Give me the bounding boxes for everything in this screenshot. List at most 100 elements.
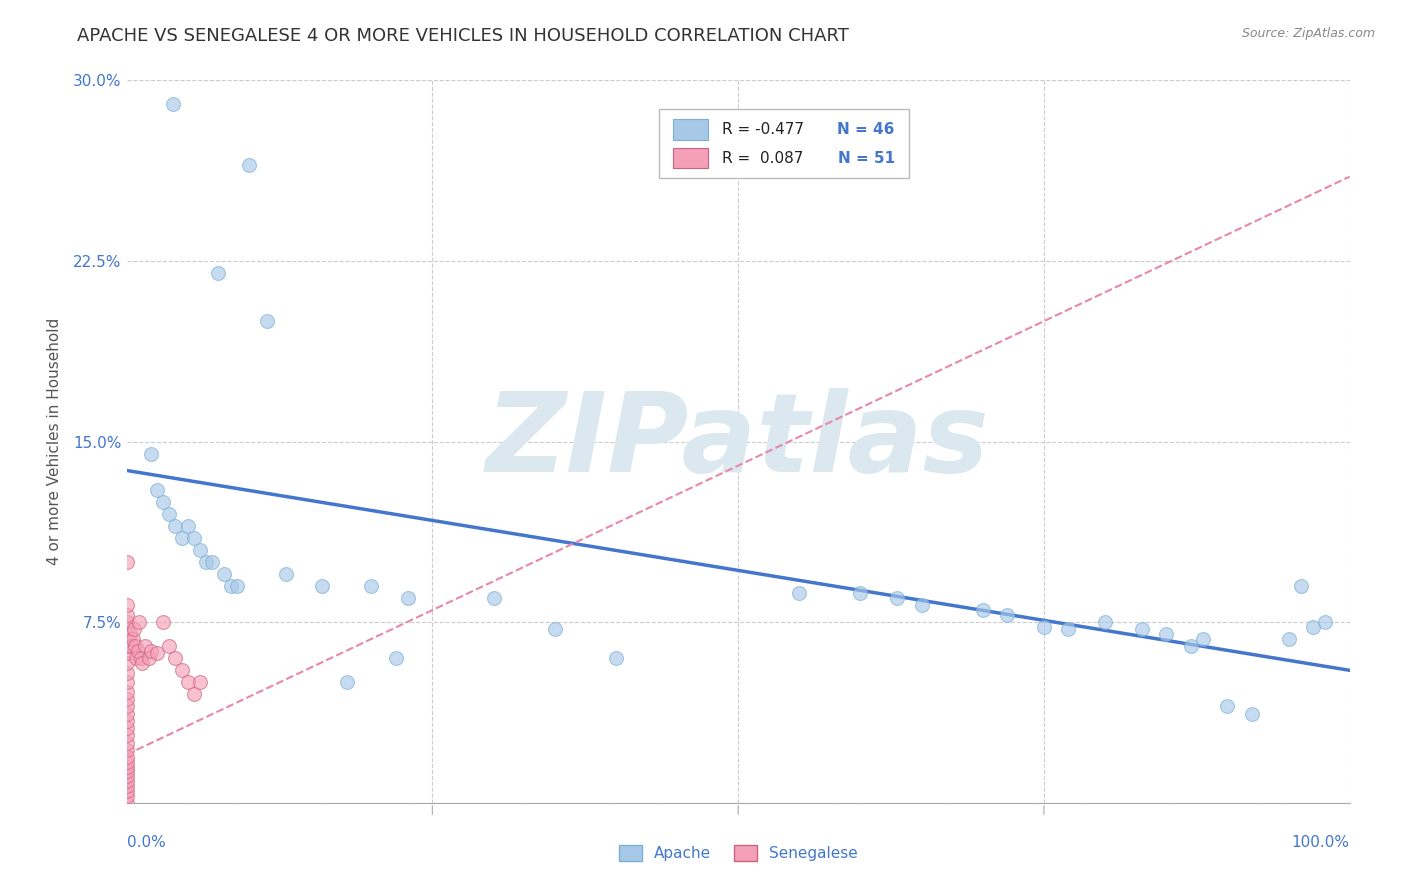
Point: [120, 639, 142, 653]
Point: [482, 591, 505, 605]
Point: [115, 656, 138, 670]
Point: [183, 687, 205, 701]
Point: [1130, 623, 1153, 637]
Point: [115, 639, 138, 653]
Point: [121, 632, 143, 646]
Text: 0.0%: 0.0%: [127, 835, 166, 850]
Point: [115, 721, 138, 735]
Point: [146, 483, 169, 497]
Point: [115, 706, 138, 721]
Point: [1156, 627, 1178, 641]
Point: [115, 728, 138, 742]
Point: [115, 784, 138, 798]
Point: [120, 627, 142, 641]
Point: [131, 656, 153, 670]
Point: [396, 591, 419, 605]
Point: [972, 603, 994, 617]
Point: [125, 651, 148, 665]
FancyBboxPatch shape: [658, 109, 910, 178]
Point: [311, 579, 333, 593]
Point: [911, 599, 934, 613]
Point: [152, 494, 174, 508]
Point: [177, 518, 200, 533]
Point: [115, 607, 138, 622]
Point: [115, 755, 138, 769]
Point: [115, 764, 138, 779]
Point: [139, 446, 162, 460]
Point: [384, 651, 406, 665]
Legend: Apache, Senegalese: Apache, Senegalese: [613, 839, 863, 867]
Point: [1180, 639, 1202, 653]
Point: [543, 623, 565, 637]
Point: [115, 685, 138, 699]
Point: [115, 555, 138, 569]
FancyBboxPatch shape: [673, 148, 707, 169]
Point: [238, 157, 260, 171]
Point: [886, 591, 908, 605]
Point: [146, 647, 169, 661]
Point: [195, 555, 218, 569]
Point: [128, 615, 150, 630]
Point: [115, 769, 138, 783]
Text: Source: ZipAtlas.com: Source: ZipAtlas.com: [1241, 27, 1375, 40]
Point: [157, 507, 180, 521]
Point: [201, 555, 224, 569]
Point: [115, 714, 138, 728]
Point: [1315, 615, 1337, 630]
Point: [138, 651, 160, 665]
Point: [1289, 579, 1312, 593]
Point: [157, 639, 180, 653]
Point: [219, 579, 242, 593]
Text: ZIPatlas: ZIPatlas: [486, 388, 990, 495]
Point: [115, 665, 138, 680]
Point: [274, 567, 297, 582]
Point: [188, 675, 211, 690]
Point: [115, 692, 138, 706]
Point: [1192, 632, 1215, 646]
FancyBboxPatch shape: [673, 120, 707, 139]
Point: [360, 579, 382, 593]
Point: [115, 699, 138, 714]
Point: [115, 796, 138, 810]
Point: [1057, 623, 1080, 637]
Point: [115, 774, 138, 789]
Point: [115, 743, 138, 757]
Point: [115, 750, 138, 764]
Point: [256, 314, 278, 328]
Point: [165, 518, 187, 533]
Point: [1032, 620, 1054, 634]
Point: [849, 586, 872, 600]
Point: [115, 735, 138, 749]
Point: [115, 623, 138, 637]
Text: N = 51: N = 51: [838, 151, 894, 166]
Point: [139, 644, 162, 658]
Point: [127, 644, 149, 658]
Point: [124, 639, 146, 653]
Text: R =  0.087: R = 0.087: [723, 151, 804, 166]
Point: [115, 632, 138, 646]
Point: [115, 647, 138, 661]
Y-axis label: 4 or more Vehicles in Household: 4 or more Vehicles in Household: [46, 318, 62, 566]
Point: [1094, 615, 1116, 630]
Point: [115, 789, 138, 803]
Point: [225, 579, 247, 593]
Point: [115, 760, 138, 774]
Point: [152, 615, 174, 630]
Point: [165, 651, 187, 665]
Point: [115, 615, 138, 630]
Point: [170, 531, 193, 545]
Point: [1302, 620, 1324, 634]
Point: [605, 651, 627, 665]
Point: [1277, 632, 1299, 646]
Point: [1240, 706, 1263, 721]
Point: [115, 599, 138, 613]
Point: [122, 623, 145, 637]
Point: [170, 664, 193, 678]
Point: [115, 675, 138, 690]
Text: N = 46: N = 46: [838, 122, 894, 136]
Point: [134, 639, 156, 653]
Point: [787, 586, 810, 600]
Point: [995, 607, 1018, 622]
Point: [214, 567, 236, 582]
Point: [183, 531, 205, 545]
